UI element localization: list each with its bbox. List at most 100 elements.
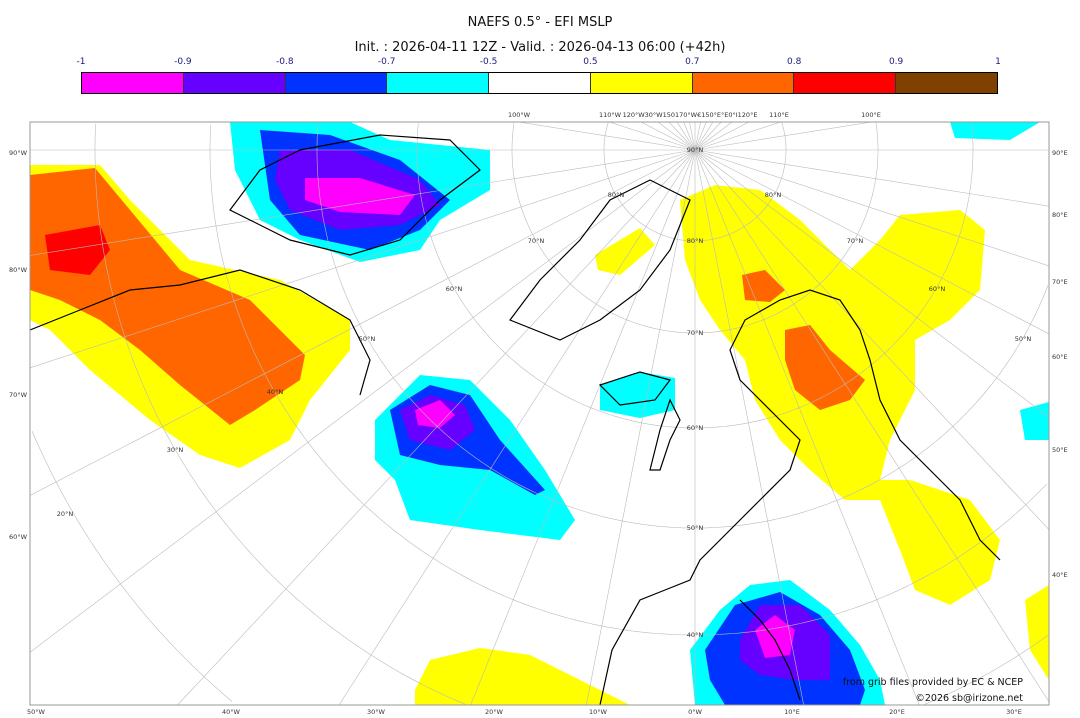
efi-contour-region <box>415 648 630 705</box>
colorbar-segment <box>590 73 693 93</box>
latitude-circle <box>94 123 1048 705</box>
latitude-label: 80°N <box>687 237 704 245</box>
meridian-line <box>694 149 1049 418</box>
latitude-label: 80°N <box>765 191 782 199</box>
meridian-line <box>694 122 733 151</box>
top-axis-label: 120°W30°W150170°W€150°E°E0°I120°E <box>623 111 758 119</box>
bottom-axis-label: 30°W <box>367 708 386 716</box>
coastlines <box>30 134 1001 705</box>
meridian-line <box>676 122 696 151</box>
meridian-line <box>694 122 781 151</box>
colorbar-segment <box>489 73 591 93</box>
colorbar-tick-label: 0.7 <box>685 57 700 67</box>
right-axis-label: 40°E <box>1052 571 1068 579</box>
meridian-line <box>694 122 714 151</box>
meridian-line <box>694 149 920 705</box>
latitude-label: 20°N <box>57 510 74 518</box>
bottom-axis-label: 10°W <box>589 708 608 716</box>
colorbar-tick-label: 1 <box>995 57 1001 67</box>
top-axis-label: 110°W <box>599 111 622 119</box>
colorbar-segment <box>285 73 388 93</box>
latitude-label: 50°N <box>687 524 704 532</box>
meridian-line <box>694 122 701 151</box>
latitude-circle <box>603 122 787 242</box>
meridian-line <box>586 149 696 705</box>
left-axis-label: 70°W <box>9 391 28 399</box>
latitude-circle <box>316 123 1049 529</box>
efi-contour-region <box>950 122 1040 140</box>
meridian-line <box>694 149 1049 702</box>
meridian-line <box>694 122 872 151</box>
top-axis-label: 100°W <box>508 111 531 119</box>
meridian-line <box>518 122 696 151</box>
latitude-label: 30°N <box>167 446 184 454</box>
meridian-line <box>30 149 696 496</box>
latitude-label: 50°N <box>1015 335 1032 343</box>
latitude-circle <box>31 431 233 702</box>
latitude-label: 50°N <box>359 335 376 343</box>
colorbar-tick-label: -0.8 <box>275 57 294 67</box>
efi-contour-region <box>1020 402 1049 440</box>
meridian-line <box>694 122 722 151</box>
meridian-line <box>668 122 696 151</box>
efi-contour-region <box>45 225 110 275</box>
bottom-axis-label: 30°E <box>1006 708 1022 716</box>
right-axis-label: 90°E <box>1052 149 1068 157</box>
meridian-line <box>683 122 696 151</box>
meridian-line <box>640 122 696 151</box>
top-axis-label: 100°E <box>861 111 881 119</box>
latitude-label: 40°N <box>267 388 284 396</box>
latitude-circle <box>511 122 879 334</box>
bottom-axis-label: 0°W <box>688 708 702 716</box>
efi-contour-region <box>595 228 655 275</box>
colorbar-tick-label: -0.9 <box>174 57 192 67</box>
meridian-line <box>657 122 696 151</box>
meridian-line <box>689 122 696 151</box>
bottom-axis-label: 40°W <box>222 708 241 716</box>
bottom-axis-label: 20°W <box>485 708 504 716</box>
meridian-line <box>694 122 750 151</box>
meridian-line <box>694 149 1049 335</box>
bottom-axis-label: 50°W <box>27 708 46 716</box>
meridian-line <box>694 149 804 705</box>
latitude-label: 70°N <box>528 237 545 245</box>
efi-fields <box>30 122 1049 705</box>
meridian-line <box>694 149 1049 267</box>
left-axis-label: 60°W <box>9 533 28 541</box>
latitude-label: 40°N <box>687 631 704 639</box>
latitude-label: 60°N <box>929 285 946 293</box>
latitude-label: 60°N <box>687 424 704 432</box>
colorbar-tick-label: 0.5 <box>583 57 598 67</box>
bottom-axis-label: 10°E <box>784 708 800 716</box>
colorbar-tick-label: 0.9 <box>888 57 904 67</box>
latitude-label: 70°N <box>687 329 704 337</box>
credit-text: from grib files provided by EC & NCEP <box>843 677 1023 688</box>
colorbar-tick-label: -0.7 <box>377 57 396 67</box>
left-axis-label: 80°W <box>9 266 28 274</box>
latitude-label: 70°N <box>847 237 864 245</box>
meridian-line <box>694 149 1049 207</box>
meridian-line <box>694 122 707 151</box>
colorbar-segment <box>692 73 795 93</box>
efi-contour-region <box>415 400 455 428</box>
efi-contour-region <box>742 270 785 302</box>
copyright-text: ©2026 sb@irizone.net <box>915 693 1023 704</box>
meridian-line <box>338 149 696 705</box>
map-frame <box>29 121 1050 706</box>
left-axis-label: 90°W <box>9 149 28 157</box>
graticule <box>30 122 1049 705</box>
map-title: NAEFS 0.5° - EFI MSLP <box>467 15 613 30</box>
colorbar-tick-label: -1 <box>76 57 86 67</box>
meridian-line <box>177 149 696 705</box>
colorbar <box>81 72 998 94</box>
latitude-circle <box>416 123 974 429</box>
colorbar-segment <box>896 73 998 93</box>
meridian-line <box>30 149 696 369</box>
colorbar-segment <box>794 73 897 93</box>
map-subtitle: Init. : 2026-04-11 12Z - Valid. : 2026-0… <box>354 40 726 55</box>
efi-contour-region <box>785 325 865 410</box>
meridian-line <box>694 149 1049 530</box>
efi-contour-region <box>305 178 415 215</box>
colorbar-tick-label: 0.8 <box>787 57 802 67</box>
